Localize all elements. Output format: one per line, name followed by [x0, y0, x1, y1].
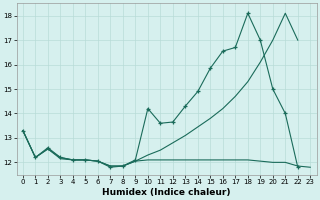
X-axis label: Humidex (Indice chaleur): Humidex (Indice chaleur): [102, 188, 231, 197]
